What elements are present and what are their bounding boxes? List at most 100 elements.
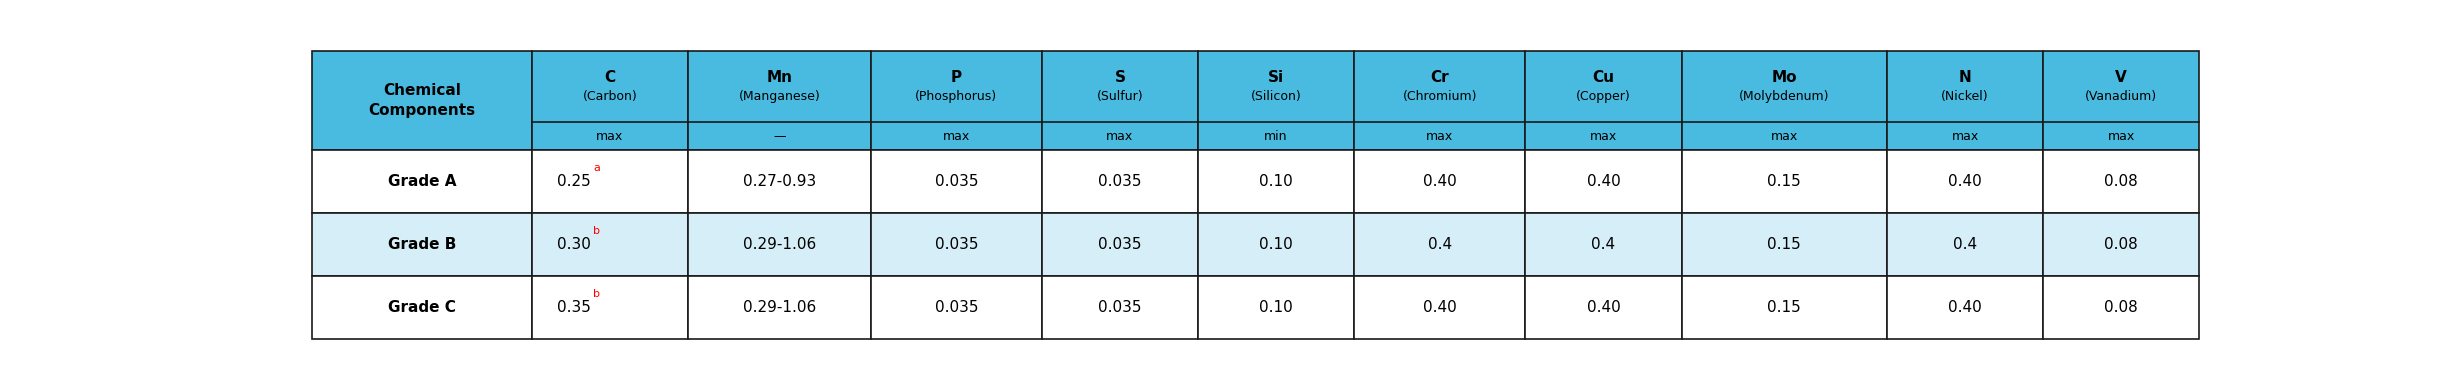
Text: max: max	[595, 130, 622, 143]
Text: max: max	[1590, 130, 1617, 143]
Text: 0.035: 0.035	[933, 174, 978, 189]
Bar	[870, 213, 1041, 276]
Text: 0.10: 0.10	[1259, 300, 1294, 315]
Bar	[1886, 150, 2043, 213]
Text: 0.4: 0.4	[1953, 237, 1977, 252]
Bar	[532, 150, 688, 213]
Text: Mo: Mo	[1771, 69, 1798, 85]
Text: N: N	[1960, 69, 1972, 85]
Text: (Phosphorus): (Phosphorus)	[916, 90, 997, 103]
Text: 0.27-0.93: 0.27-0.93	[742, 174, 816, 189]
Text: a: a	[593, 163, 600, 173]
Text: max: max	[1953, 130, 1980, 143]
Text: 0.40: 0.40	[1423, 174, 1458, 189]
Text: (Molybdenum): (Molybdenum)	[1740, 90, 1830, 103]
Bar	[1198, 213, 1355, 276]
Text: 0.035: 0.035	[933, 237, 978, 252]
Text: (Manganese): (Manganese)	[737, 90, 821, 103]
Text: Grade B: Grade B	[387, 237, 456, 252]
Text: (Vanadium): (Vanadium)	[2085, 90, 2158, 103]
Text: Si: Si	[1269, 69, 1284, 85]
Bar	[2043, 150, 2200, 213]
Text: 0.10: 0.10	[1259, 237, 1294, 252]
Text: (Nickel): (Nickel)	[1940, 90, 1989, 103]
Text: 0.40: 0.40	[1588, 174, 1619, 189]
Text: (Sulfur): (Sulfur)	[1098, 90, 1144, 103]
Bar	[1041, 51, 1198, 150]
Bar	[532, 51, 688, 150]
Bar	[688, 276, 870, 339]
Text: Mn: Mn	[767, 69, 791, 85]
Bar	[1041, 213, 1198, 276]
Bar	[2043, 51, 2200, 150]
Bar	[1886, 213, 2043, 276]
Text: max: max	[943, 130, 970, 143]
Text: 0.29-1.06: 0.29-1.06	[742, 237, 816, 252]
Text: 0.035: 0.035	[1098, 300, 1142, 315]
Bar	[311, 213, 532, 276]
Bar	[688, 150, 870, 213]
Bar	[311, 51, 532, 150]
Text: 0.40: 0.40	[1948, 300, 1982, 315]
Bar	[1526, 51, 1681, 150]
Bar	[532, 276, 688, 339]
Bar	[1886, 51, 2043, 150]
Bar	[1526, 276, 1681, 339]
Text: Cr: Cr	[1431, 69, 1448, 85]
Text: max: max	[1107, 130, 1134, 143]
Text: 0.40: 0.40	[1423, 300, 1458, 315]
Bar	[1355, 213, 1526, 276]
Text: Grade C: Grade C	[387, 300, 456, 315]
Bar	[1355, 51, 1526, 150]
Text: 0.29-1.06: 0.29-1.06	[742, 300, 816, 315]
Text: max: max	[2107, 130, 2134, 143]
Text: 0.15: 0.15	[1766, 174, 1801, 189]
Bar	[870, 150, 1041, 213]
Bar	[1526, 213, 1681, 276]
Bar	[1198, 150, 1355, 213]
Text: b: b	[593, 289, 600, 299]
Text: 0.08: 0.08	[2105, 174, 2139, 189]
Text: 0.15: 0.15	[1766, 237, 1801, 252]
Text: Cu: Cu	[1592, 69, 1615, 85]
Text: min: min	[1264, 130, 1289, 143]
Bar	[1681, 51, 1886, 150]
Bar	[532, 213, 688, 276]
Bar	[2043, 276, 2200, 339]
Text: 0.035: 0.035	[933, 300, 978, 315]
Bar	[870, 51, 1041, 150]
Bar	[2043, 213, 2200, 276]
Text: S: S	[1115, 69, 1125, 85]
Text: 0.035: 0.035	[1098, 237, 1142, 252]
Bar	[688, 213, 870, 276]
Text: 0.35: 0.35	[556, 300, 590, 315]
Text: C: C	[605, 69, 615, 85]
Text: (Carbon): (Carbon)	[583, 90, 637, 103]
Bar	[1886, 276, 2043, 339]
Text: P: P	[951, 69, 963, 85]
Bar	[1681, 213, 1886, 276]
Text: Chemical
Components: Chemical Components	[368, 83, 475, 118]
Text: 0.10: 0.10	[1259, 174, 1294, 189]
Text: 0.035: 0.035	[1098, 174, 1142, 189]
Bar	[1355, 276, 1526, 339]
Bar	[311, 150, 532, 213]
Text: 0.08: 0.08	[2105, 300, 2139, 315]
Bar	[1041, 150, 1198, 213]
Bar	[870, 276, 1041, 339]
Text: 0.08: 0.08	[2105, 237, 2139, 252]
Text: (Copper): (Copper)	[1575, 90, 1632, 103]
Text: 0.30: 0.30	[556, 237, 590, 252]
Text: 0.4: 0.4	[1592, 237, 1615, 252]
Text: max: max	[1426, 130, 1453, 143]
Text: —: —	[774, 130, 786, 143]
Text: 0.40: 0.40	[1588, 300, 1619, 315]
Text: 0.4: 0.4	[1428, 237, 1453, 252]
Bar	[688, 51, 870, 150]
Bar	[1681, 150, 1886, 213]
Text: (Chromium): (Chromium)	[1401, 90, 1477, 103]
Text: 0.40: 0.40	[1948, 174, 1982, 189]
Bar	[1041, 276, 1198, 339]
Bar	[1198, 276, 1355, 339]
Bar	[311, 276, 532, 339]
